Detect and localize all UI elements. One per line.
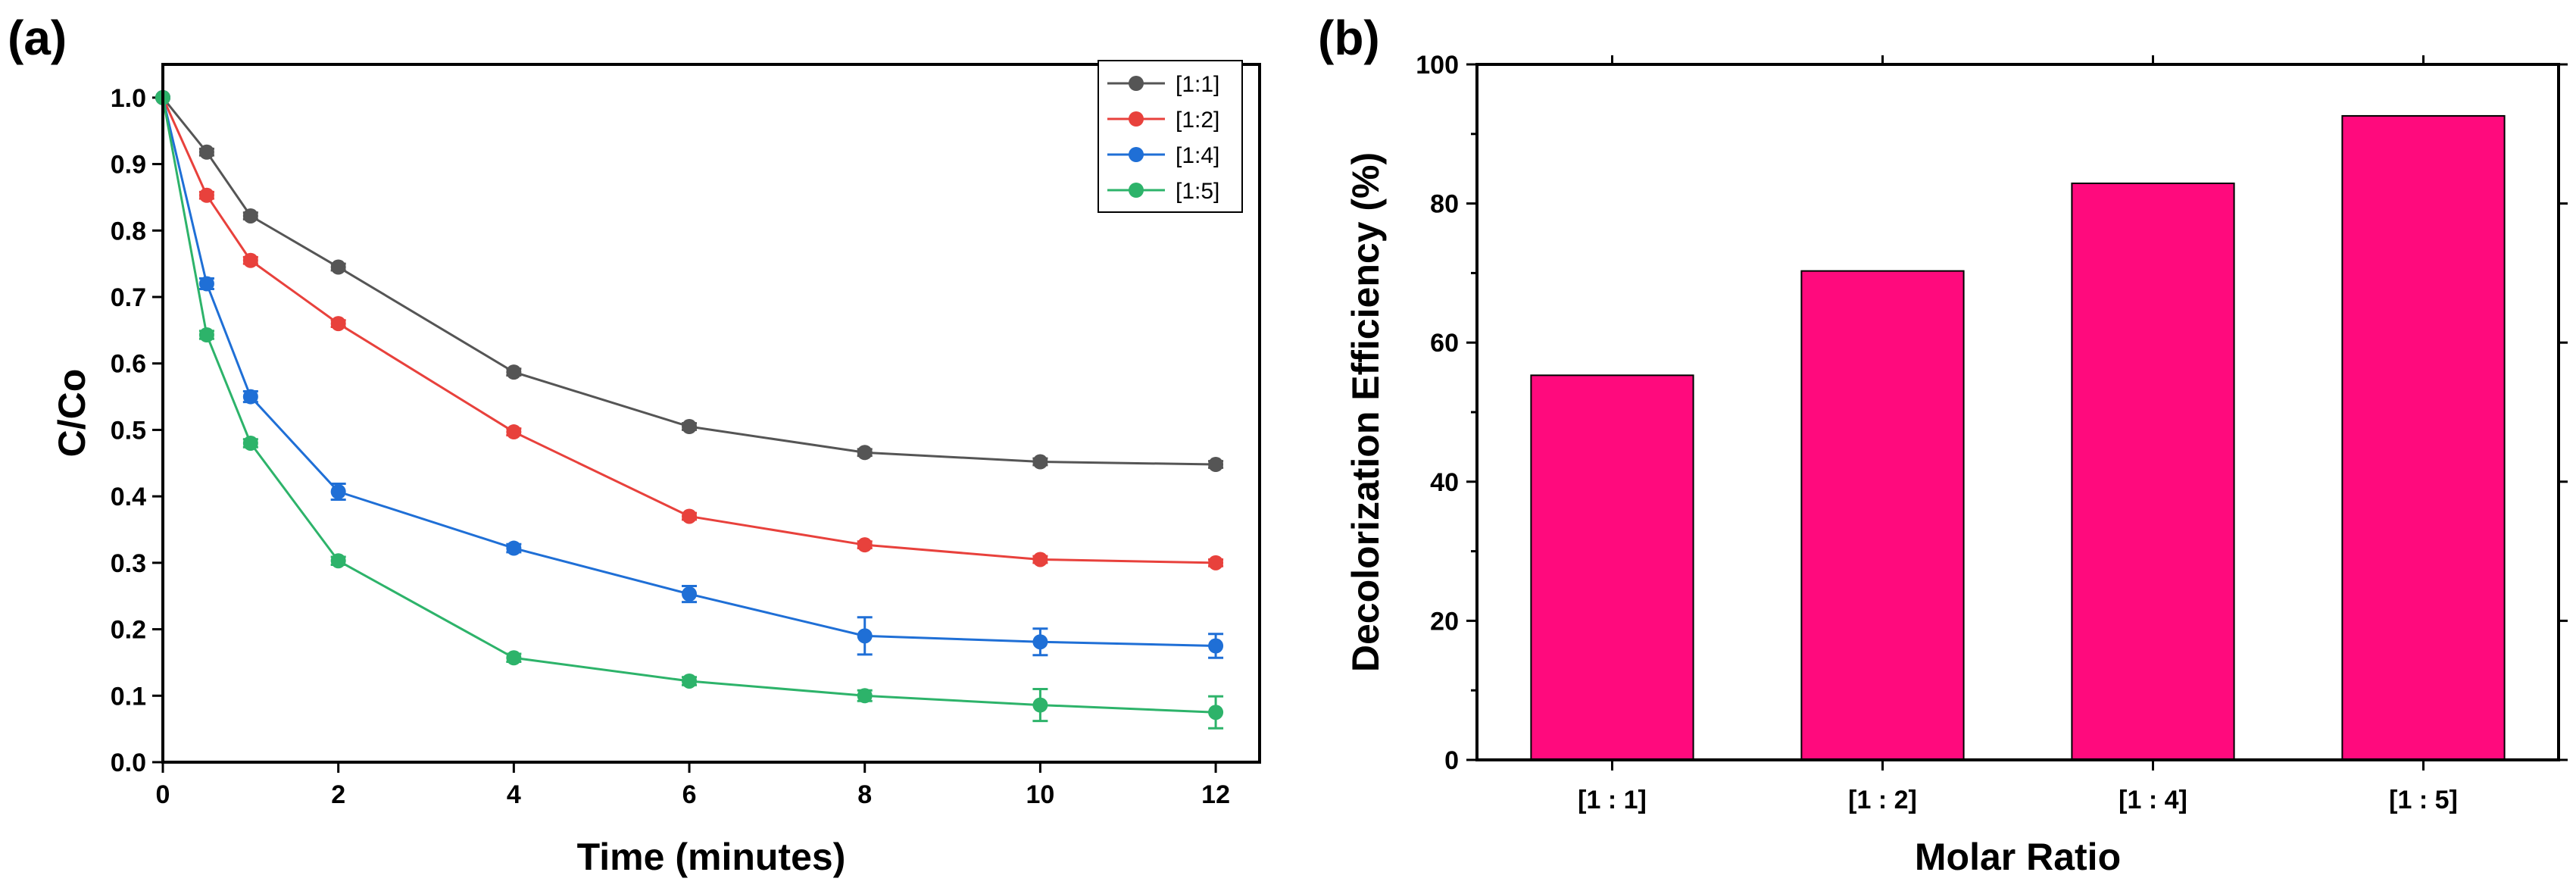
data-point	[242, 208, 258, 224]
panel-a-y-axis-title: C/Co	[51, 369, 93, 458]
panel-a-x-axis-title: Time (minutes)	[577, 836, 846, 878]
data-point	[857, 537, 873, 553]
panel-b-y-axis-title: Decolorization Efficiency (%)	[1344, 152, 1387, 672]
data-point	[330, 259, 346, 275]
x-tick-label: [1 : 2]	[1848, 786, 1917, 814]
data-point	[682, 419, 698, 435]
data-point	[242, 389, 258, 405]
data-point	[506, 424, 522, 440]
y-tick-label: 0.9	[111, 151, 146, 180]
panel-b-plot-frame	[1475, 63, 2560, 761]
data-point	[1208, 638, 1224, 654]
x-tick-label: 4	[507, 780, 521, 809]
series-line	[161, 97, 1216, 564]
x-tick-label: 6	[682, 780, 697, 809]
series-1-to-2	[155, 89, 1224, 570]
y-tick-label: 0.7	[111, 283, 146, 312]
x-tick-label: 10	[1026, 780, 1054, 809]
legend-label: [1:5]	[1176, 179, 1219, 204]
panel-a-plot-frame	[161, 63, 1261, 764]
y-tick-label: 0.1	[111, 682, 146, 711]
legend-marker	[1129, 111, 1144, 127]
data-point	[1208, 705, 1224, 721]
data-point	[198, 327, 214, 342]
y-tick-label: 0.3	[111, 549, 146, 578]
data-point	[1032, 552, 1048, 567]
data-point	[330, 316, 346, 332]
x-tick-label: 12	[1201, 780, 1230, 809]
data-point	[1032, 454, 1048, 470]
y-tick-label: 80	[1430, 190, 1459, 219]
x-tick-label: [1 : 5]	[2389, 786, 2458, 814]
series-1-to-4	[155, 89, 1224, 659]
data-point	[198, 187, 214, 203]
legend-label: [1:4]	[1176, 143, 1219, 168]
data-point	[506, 650, 522, 666]
panel-a-tick-labels: 0 2 4 6 8 10 12 0.0 0.1 0.2 0.3 0.4 0.5 0.6 0.7 0.8 0.9 1…	[111, 84, 1230, 809]
data-point	[330, 553, 346, 569]
y-tick-label: 100	[1416, 51, 1459, 80]
data-point	[1208, 457, 1224, 473]
panel-a-series	[155, 89, 1224, 730]
data-point	[857, 628, 873, 644]
y-tick-label: 0.4	[111, 483, 146, 511]
y-tick-label: 40	[1430, 468, 1459, 497]
y-tick-label: 0.8	[111, 217, 146, 245]
series-line	[161, 97, 1216, 714]
legend-label: [1:1]	[1176, 72, 1219, 97]
data-point	[682, 586, 698, 602]
bar	[2341, 114, 2506, 761]
panel-a-ticks	[152, 96, 1217, 773]
series-line	[161, 97, 1216, 647]
legend-marker	[1129, 76, 1144, 91]
y-tick-label: 0.2	[111, 616, 146, 645]
x-tick-label: 8	[857, 780, 872, 809]
data-point	[198, 144, 214, 160]
series-line	[161, 96, 1216, 466]
y-tick-label: 0	[1444, 746, 1459, 775]
panel-b-bars	[1530, 114, 2506, 761]
legend-box	[1098, 60, 1243, 213]
panel-a-line-chart: (a) 0 2 4 6 8 10 12 0.0 0.1 0.2 0.3 0.4 0.5 0.6 0.7 0.8…	[8, 11, 1261, 878]
y-tick-label: 0.5	[111, 416, 146, 445]
x-tick-label: [1 : 1]	[1578, 786, 1647, 814]
series-1-to-5	[155, 89, 1224, 730]
data-point	[506, 364, 522, 380]
panel-a-legend: [1:1] [1:2] [1:4] [1:5]	[1098, 60, 1243, 213]
data-point	[682, 673, 698, 689]
legend-marker	[1129, 183, 1144, 198]
y-tick-label: 60	[1430, 329, 1459, 358]
x-tick-label: 2	[331, 780, 345, 809]
panel-b-label: (b)	[1318, 11, 1380, 65]
data-point	[242, 435, 258, 451]
bar	[1530, 374, 1694, 761]
x-tick-label: 0	[156, 780, 170, 809]
data-point	[1032, 697, 1048, 713]
bar	[2071, 182, 2235, 761]
bar	[1800, 270, 1965, 761]
data-point	[857, 445, 873, 461]
data-point	[682, 508, 698, 524]
legend-marker	[1129, 147, 1144, 162]
y-tick-label: 0.0	[111, 749, 146, 777]
data-point	[857, 688, 873, 704]
data-point	[330, 484, 346, 500]
data-point	[506, 540, 522, 556]
panel-b-bar-chart: (b) 0 20 40 60 80 100 [1 : 1] [1 : 2] [1 : 4] [1 …	[1318, 11, 2568, 878]
y-tick-label: 1.0	[111, 84, 146, 113]
y-tick-label: 20	[1430, 607, 1459, 636]
legend-label: [1:2]	[1176, 108, 1219, 133]
series-1-to-1	[155, 89, 1224, 473]
data-point	[198, 276, 214, 292]
data-point	[242, 252, 258, 268]
data-point	[1208, 555, 1224, 570]
panel-b-tick-labels: 0 20 40 60 80 100 [1 : 1] [1 : 2] [1 : 4] [1 : 5]	[1416, 51, 2458, 814]
x-tick-label: [1 : 4]	[2119, 786, 2187, 814]
panel-b-x-axis-title: Molar Ratio	[1915, 836, 2121, 878]
panel-a-label: (a)	[8, 11, 67, 65]
data-point	[1032, 634, 1048, 650]
y-tick-label: 0.6	[111, 350, 146, 379]
